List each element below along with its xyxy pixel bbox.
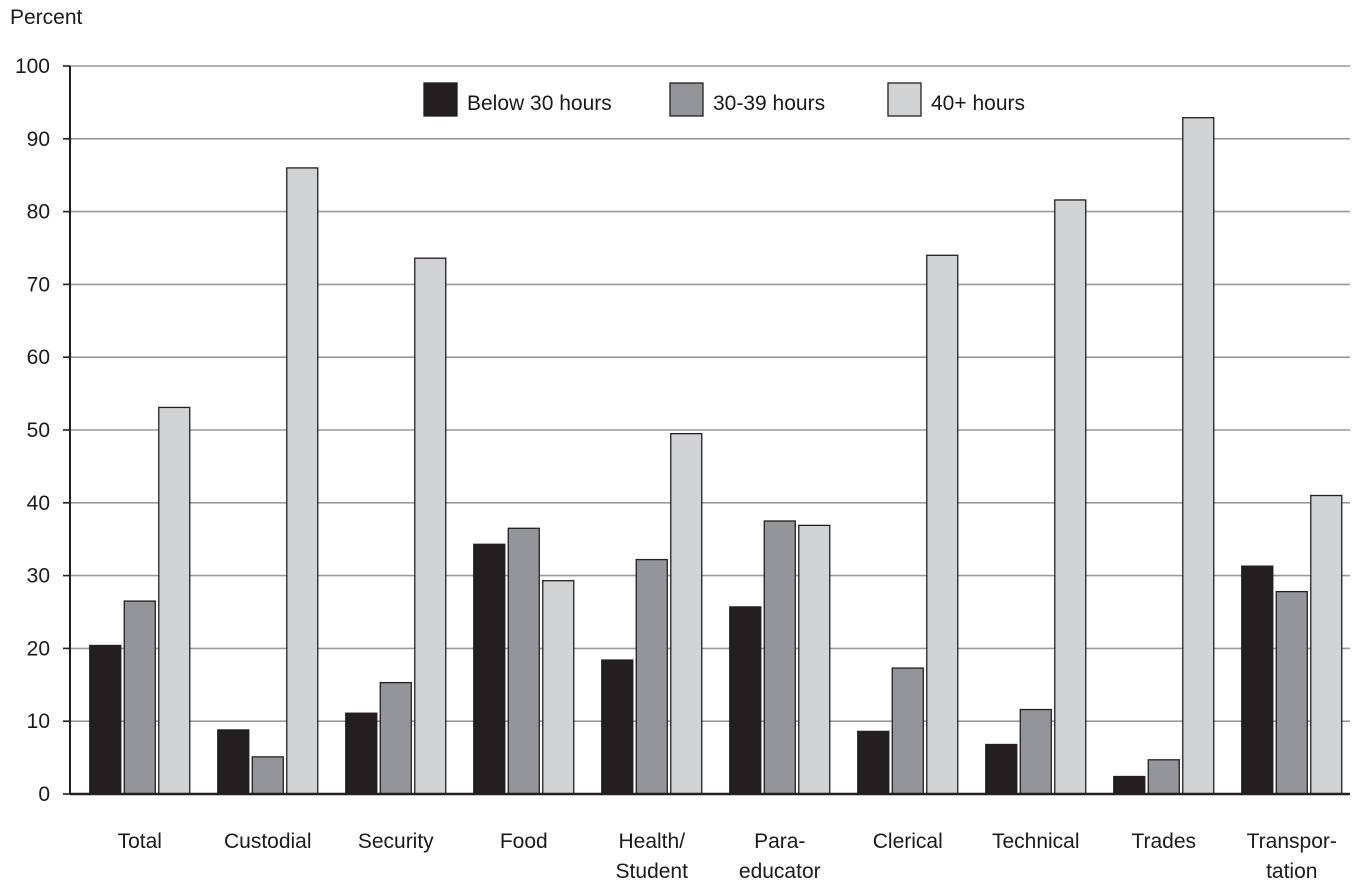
- legend-label: Below 30 hours: [467, 92, 612, 115]
- bar: [1113, 775, 1146, 795]
- x-tick-label: Transpor-tation: [1247, 830, 1337, 883]
- legend-label: 30-39 hours: [713, 92, 825, 115]
- legend-swatch: [887, 82, 922, 117]
- gridlines: [63, 65, 1350, 795]
- y-axis-label: Percent: [10, 6, 83, 29]
- legend: Below 30 hours 30-39 hours 40+ hours: [423, 82, 1025, 117]
- bar: [542, 580, 575, 795]
- bar: [926, 254, 959, 795]
- y-tick-label: 100: [15, 55, 50, 78]
- x-tick-label: Clerical: [873, 830, 943, 853]
- x-tick-label: Total: [118, 830, 162, 853]
- bar: [635, 558, 668, 795]
- x-tick-label: Health/Student: [616, 830, 689, 883]
- bar: [286, 167, 319, 795]
- x-tick-label-line: Food: [500, 830, 548, 853]
- x-tick-label: Technical: [992, 830, 1080, 853]
- x-tick-label-line: educator: [739, 860, 821, 883]
- bar: [670, 432, 703, 795]
- x-tick-label-line: Technical: [992, 830, 1080, 853]
- bar: [379, 681, 412, 795]
- bar: [1019, 708, 1052, 795]
- bar: [158, 406, 191, 795]
- bar: [1147, 759, 1180, 795]
- x-tick-label-line: Trades: [1131, 830, 1196, 853]
- x-tick-label: Custodial: [224, 830, 312, 853]
- legend-swatch: [669, 82, 704, 117]
- bar: [891, 667, 924, 795]
- bar: [414, 257, 447, 795]
- bar: [1275, 590, 1308, 795]
- x-tick-label-line: Para-: [754, 830, 805, 853]
- bar: [1182, 117, 1215, 795]
- legend-swatch: [423, 82, 458, 117]
- bar: [729, 606, 762, 795]
- bar: [217, 729, 250, 795]
- x-tick-label-line: Clerical: [873, 830, 943, 853]
- y-tick-label: 30: [27, 565, 50, 588]
- y-tick-label: 90: [27, 128, 50, 151]
- x-tick-label-line: Student: [616, 860, 689, 883]
- legend-label: 40+ hours: [931, 92, 1025, 115]
- bar: [798, 524, 831, 795]
- x-tick-label-line: Total: [118, 830, 162, 853]
- bar: [507, 527, 540, 795]
- x-tick-label: Para-educator: [739, 830, 821, 883]
- y-tick-labels: 0 10 20 30 40 50 60 70 80 90 100: [15, 55, 50, 806]
- y-tick-label: 40: [27, 492, 50, 515]
- bar: [601, 659, 634, 795]
- x-tick-label: Trades: [1131, 830, 1196, 853]
- y-tick-label: 80: [27, 201, 50, 224]
- x-tick-label-line: Health/: [618, 830, 685, 853]
- bar: [1241, 565, 1274, 795]
- x-tick-label-line: Custodial: [224, 830, 312, 853]
- bar: [345, 712, 378, 795]
- bar: [473, 543, 506, 795]
- x-tick-label: Security: [358, 830, 434, 853]
- bar: [985, 743, 1018, 795]
- y-tick-label: 20: [27, 637, 50, 660]
- bars: [89, 117, 1343, 795]
- bar: [1054, 199, 1087, 795]
- bar: [123, 600, 156, 795]
- bar: [1310, 494, 1343, 795]
- x-tick-label-line: Security: [358, 830, 434, 853]
- bar: [857, 730, 890, 795]
- y-tick-label: 10: [27, 710, 50, 733]
- y-tick-label: 60: [27, 346, 50, 369]
- x-tick-label-line: tation: [1266, 860, 1317, 883]
- y-tick-label: 50: [27, 419, 50, 442]
- bar: [89, 644, 122, 795]
- x-tick-label-line: Transpor-: [1247, 830, 1337, 853]
- y-tick-label: 0: [38, 783, 50, 806]
- x-tick-labels: Total Custodial Security Food Health/Student…: [118, 830, 1337, 883]
- x-tick-label: Food: [500, 830, 548, 853]
- bar: [251, 756, 284, 795]
- bar: [763, 520, 796, 795]
- y-tick-label: 70: [27, 273, 50, 296]
